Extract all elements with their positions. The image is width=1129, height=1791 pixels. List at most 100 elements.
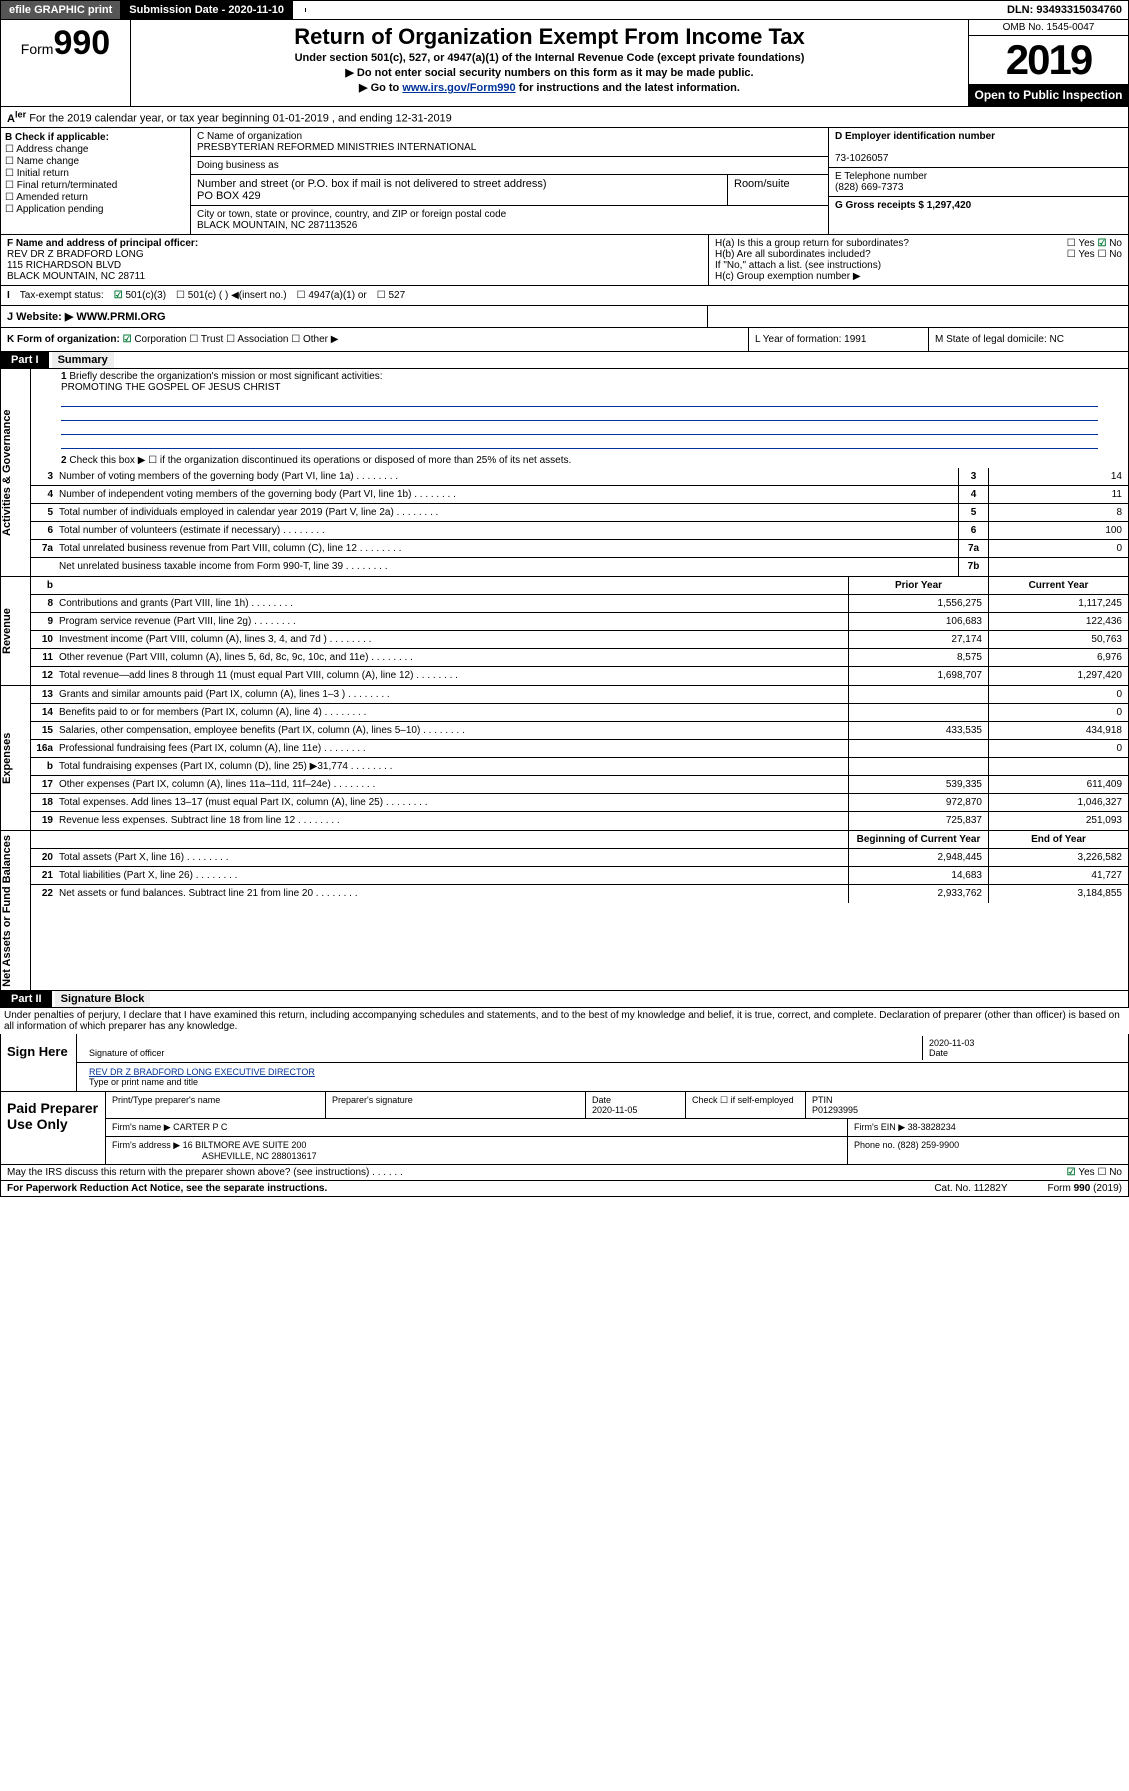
ptin: P01293995 xyxy=(812,1105,858,1115)
prep-sig-hdr: Preparer's signature xyxy=(326,1092,586,1118)
city: BLACK MOUNTAIN, NC 287113526 xyxy=(197,220,822,231)
side-revenue: Revenue xyxy=(1,577,31,685)
signature-section: Sign Here Signature of officer2020-11-03… xyxy=(0,1034,1129,1092)
discuss-yes[interactable]: Yes xyxy=(1067,1167,1095,1178)
tax-year: 2019 xyxy=(969,36,1128,84)
cat-no: Cat. No. 11282Y xyxy=(934,1183,1007,1194)
tax-status-label: Tax-exempt status: xyxy=(20,290,104,301)
top-bar: efile GRAPHIC print Submission Date - 20… xyxy=(0,0,1129,20)
street-label: Number and street (or P.O. box if mail i… xyxy=(197,178,721,190)
part2-title: Signature Block xyxy=(55,991,151,1007)
q2: Check this box ▶ ☐ if the organization d… xyxy=(69,455,571,466)
paid-preparer-label: Paid Preparer Use Only xyxy=(1,1092,106,1164)
q1: Briefly describe the organization's miss… xyxy=(69,371,382,382)
officer-name: REV DR Z BRADFORD LONG xyxy=(7,249,144,260)
chk-app-pending[interactable]: Application pending xyxy=(5,204,186,215)
discuss-row: May the IRS discuss this return with the… xyxy=(0,1165,1129,1181)
submission-date: Submission Date - 2020-11-10 xyxy=(121,1,293,19)
revenue-table: Revenue bPrior YearCurrent Year 8Contrib… xyxy=(0,577,1129,686)
subtitle-1: Under section 501(c), 527, or 4947(a)(1)… xyxy=(135,52,964,64)
chk-527[interactable]: 527 xyxy=(377,290,405,301)
ha-yes[interactable]: Yes xyxy=(1067,238,1095,249)
website-label: J Website: ▶ xyxy=(7,311,73,323)
form-footer: 990 xyxy=(1074,1183,1091,1194)
chk-final-return[interactable]: Final return/terminated xyxy=(5,180,186,191)
chk-501c[interactable]: 501(c) ( ) ◀(insert no.) xyxy=(176,290,287,301)
officer-label: F Name and address of principal officer: xyxy=(7,238,198,249)
hb-note: If "No," attach a list. (see instruction… xyxy=(715,260,1122,271)
firm-phone: (828) 259-9900 xyxy=(898,1140,960,1150)
governance-table: Activities & Governance 1 Briefly descri… xyxy=(0,369,1129,577)
officer-name-sig: REV DR Z BRADFORD LONG EXECUTIVE DIRECTO… xyxy=(89,1067,315,1077)
form-title: Return of Organization Exempt From Incom… xyxy=(135,24,964,50)
chk-assoc[interactable]: Association xyxy=(226,334,288,345)
chk-4947[interactable]: 4947(a)(1) or xyxy=(297,290,367,301)
chk-corp[interactable]: Corporation xyxy=(123,334,187,345)
firm-addr-label: Firm's address ▶ xyxy=(112,1140,180,1150)
self-employed-chk[interactable]: Check ☐ if self-employed xyxy=(686,1092,806,1118)
footer-row: For Paperwork Reduction Act Notice, see … xyxy=(0,1181,1129,1197)
side-netassets: Net Assets or Fund Balances xyxy=(1,831,31,991)
org-name-label: C Name of organization xyxy=(197,131,822,142)
chk-trust[interactable]: Trust xyxy=(189,334,223,345)
street: PO BOX 429 xyxy=(197,190,721,202)
chk-name-change[interactable]: Name change xyxy=(5,156,186,167)
chk-address-change[interactable]: Address change xyxy=(5,144,186,155)
firm-ein: 38-3828234 xyxy=(908,1122,956,1132)
officer-group: F Name and address of principal officer:… xyxy=(0,235,1129,286)
firm-name-label: Firm's name ▶ xyxy=(112,1122,171,1132)
org-name: PRESBYTERIAN REFORMED MINISTRIES INTERNA… xyxy=(197,142,822,153)
website-val: WWW.PRMI.ORG xyxy=(76,311,165,323)
side-governance: Activities & Governance xyxy=(1,369,31,576)
firm-ein-label: Firm's EIN ▶ xyxy=(854,1122,905,1132)
sig-officer-label: Signature of officer xyxy=(89,1048,164,1058)
firm-name: CARTER P C xyxy=(173,1122,227,1132)
pra-notice: For Paperwork Reduction Act Notice, see … xyxy=(7,1183,327,1194)
city-label: City or town, state or province, country… xyxy=(197,209,822,220)
hb-yes[interactable]: Yes xyxy=(1067,249,1095,260)
chk-501c3[interactable]: 501(c)(3) xyxy=(114,290,166,301)
hc-label: H(c) Group exemption number ▶ xyxy=(715,271,1122,282)
entity-info: B Check if applicable: Address change Na… xyxy=(0,128,1129,235)
ptin-label: PTIN xyxy=(812,1095,833,1105)
officer-addr2: BLACK MOUNTAIN, NC 28711 xyxy=(7,271,145,282)
ha-no[interactable]: No xyxy=(1097,238,1122,249)
efile-btn[interactable]: efile GRAPHIC print xyxy=(1,1,121,19)
discuss-no[interactable]: No xyxy=(1097,1167,1122,1178)
website-row: J Website: ▶ WWW.PRMI.ORG xyxy=(0,306,1129,328)
end-year-hdr: End of Year xyxy=(988,831,1128,848)
subtitle-3: Go to www.irs.gov/Form990 for instructio… xyxy=(135,81,964,94)
year-formation: L Year of formation: 1991 xyxy=(748,328,928,351)
row-a-period: Aler For the 2019 calendar year, or tax … xyxy=(0,107,1129,128)
room-label: Room/suite xyxy=(728,175,828,205)
row-k: K Form of organization: Corporation Trus… xyxy=(0,328,1129,352)
part2-hdr: Part II xyxy=(1,991,52,1007)
ha-label: H(a) Is this a group return for subordin… xyxy=(715,238,909,249)
firm-addr: 16 BILTMORE AVE SUITE 200 xyxy=(183,1140,307,1150)
state-domicile: M State of legal domicile: NC xyxy=(928,328,1128,351)
netassets-table: Net Assets or Fund Balances Beginning of… xyxy=(0,831,1129,992)
subtitle-2: Do not enter social security numbers on … xyxy=(135,66,964,79)
begin-year-hdr: Beginning of Current Year xyxy=(848,831,988,848)
ein-label: D Employer identification number xyxy=(835,131,995,142)
sig-date: 2020-11-03 xyxy=(929,1038,974,1048)
form-prefix: Form xyxy=(21,41,54,57)
prior-year-hdr: Prior Year xyxy=(848,577,988,594)
dba-label: Doing business as xyxy=(191,157,828,175)
officer-name-label: Type or print name and title xyxy=(89,1077,198,1087)
firm-addr2: ASHEVILLE, NC 288013617 xyxy=(202,1151,317,1161)
tax-status-row: I Tax-exempt status: 501(c)(3) 501(c) ( … xyxy=(0,286,1129,306)
chk-amended[interactable]: Amended return xyxy=(5,192,186,203)
hb-no[interactable]: No xyxy=(1097,249,1122,260)
mission-text: PROMOTING THE GOSPEL OF JESUS CHRIST xyxy=(61,382,280,393)
hb-label: H(b) Are all subordinates included? xyxy=(715,249,871,260)
chk-other[interactable]: Other ▶ xyxy=(291,334,338,345)
prep-date-hdr: Date xyxy=(592,1095,611,1105)
firm-phone-label: Phone no. xyxy=(854,1140,895,1150)
irs-link[interactable]: www.irs.gov/Form990 xyxy=(402,82,515,94)
current-year-hdr: Current Year xyxy=(988,577,1128,594)
chk-initial-return[interactable]: Initial return xyxy=(5,168,186,179)
k-label: K Form of organization: xyxy=(7,334,120,345)
prep-date: 2020-11-05 xyxy=(592,1105,637,1115)
omb-number: OMB No. 1545-0047 xyxy=(969,20,1128,36)
